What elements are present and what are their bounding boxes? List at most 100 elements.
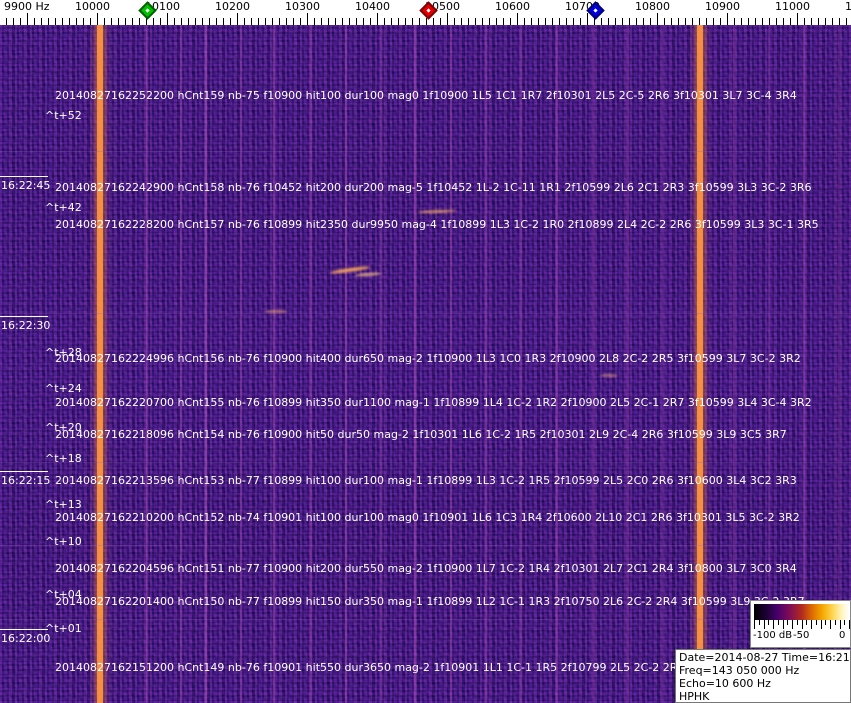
- info-station: HPHK: [679, 690, 710, 703]
- frequency-tick: [720, 18, 721, 25]
- frequency-tick: [447, 13, 448, 25]
- frequency-tick: [657, 13, 658, 25]
- frequency-tick: [342, 18, 343, 25]
- detection-log-row: 20140827162220700 hCnt155 nb-76 f10899 h…: [55, 396, 812, 409]
- frequency-tick: [433, 18, 434, 25]
- frequency-tick: [363, 18, 364, 25]
- detection-log-row: 20140827162201400 hCnt150 nb-77 f10899 h…: [55, 595, 805, 608]
- time-axis-rule: [0, 629, 48, 630]
- frequency-tick-label: 10000: [75, 0, 110, 13]
- frequency-tick: [272, 18, 273, 25]
- time-axis-label: 16:22:15: [1, 474, 51, 487]
- frequency-tick: [97, 13, 98, 25]
- detection-log-row: 20140827162213596 hCnt153 nb-77 f10899 h…: [55, 474, 797, 487]
- info-echo: Echo=10 600 Hz: [679, 677, 771, 690]
- frequency-tick: [13, 18, 14, 25]
- frequency-tick: [811, 18, 812, 25]
- frequency-tick: [741, 18, 742, 25]
- frequency-tick: [377, 13, 378, 25]
- carrier-line: [592, 25, 594, 703]
- carrier-line: [97, 25, 103, 703]
- color-scale-tick: [797, 620, 798, 625]
- detection-log-row: 20140827162252200 hCnt159 nb-75 f10900 h…: [55, 89, 797, 102]
- frequency-tick: [559, 18, 560, 25]
- frequency-tick: [664, 18, 665, 25]
- frequency-tick: [545, 18, 546, 25]
- frequency-tick: [209, 18, 210, 25]
- frequency-tick: [531, 18, 532, 25]
- frequency-tick: [328, 18, 329, 25]
- meteor-echo-trace: [600, 374, 618, 377]
- frequency-tick: [314, 18, 315, 25]
- color-scale-tick: [816, 620, 817, 625]
- frequency-tick: [244, 18, 245, 25]
- frequency-ruler: 9900 Hz 10000 10100 10200 10300 10400 10500 106…: [0, 0, 851, 25]
- color-scale-tick: [835, 620, 836, 625]
- frequency-tick: [797, 13, 798, 25]
- frequency-tick: [440, 18, 441, 25]
- carrier-line: [733, 25, 735, 703]
- frequency-tick-label: 10300: [285, 0, 320, 13]
- detection-log-row: 20140827162210200 hCnt152 nb-74 f10901 h…: [55, 511, 800, 524]
- color-scale-gradient: [754, 604, 849, 620]
- frequency-tick: [412, 18, 413, 25]
- frequency-tick: [482, 18, 483, 25]
- frequency-tick: [27, 13, 28, 25]
- frequency-tick-label: 10900: [705, 0, 740, 13]
- frequency-tick: [90, 18, 91, 25]
- carrier-line: [240, 25, 242, 703]
- frequency-tick: [111, 18, 112, 25]
- detection-log-row: 20140827162151200 hCnt149 nb-76 f10901 h…: [55, 661, 808, 674]
- carrier-line: [627, 25, 629, 703]
- frequency-tick: [678, 18, 679, 25]
- frequency-tick: [573, 18, 574, 25]
- frequency-tick: [132, 18, 133, 25]
- frequency-tick-label: 10200: [215, 0, 250, 13]
- carrier-line: [380, 25, 382, 703]
- detection-time-marker: ^t+20: [45, 421, 82, 434]
- color-scale-tick: [778, 620, 779, 625]
- marker-center-pip: [145, 8, 150, 13]
- frequency-tick: [454, 18, 455, 25]
- color-scale-tick: [764, 620, 765, 629]
- color-scale-tick: [768, 620, 769, 625]
- frequency-tick: [804, 18, 805, 25]
- color-scale-tick: [783, 620, 784, 629]
- frequency-tick: [279, 18, 280, 25]
- detection-log-row: 20140827162218096 hCnt154 nb-76 f10900 h…: [55, 428, 787, 441]
- detection-time-marker: ^t+28: [45, 346, 82, 359]
- frequency-tick: [48, 18, 49, 25]
- frequency-tick: [503, 18, 504, 25]
- frequency-tick: [601, 18, 602, 25]
- frequency-tick: [762, 18, 763, 25]
- frequency-tick: [349, 18, 350, 25]
- spectrogram-canvas[interactable]: 16:22:45 16:22:30 16:22:15 16:22:00 2014082…: [0, 25, 851, 703]
- carrier-line: [768, 25, 770, 703]
- color-scale-tick: [825, 620, 826, 625]
- frequency-tick: [552, 18, 553, 25]
- frequency-tick: [307, 13, 308, 25]
- frequency-tick: [776, 18, 777, 25]
- frequency-tick: [510, 18, 511, 25]
- frequency-tick: [475, 18, 476, 25]
- carrier-line: [485, 25, 487, 703]
- frequency-tick: [650, 18, 651, 25]
- meteor-echo-trace: [265, 310, 287, 313]
- frequency-tick: [188, 18, 189, 25]
- frequency-tick: [216, 18, 217, 25]
- frequency-tick: [566, 18, 567, 25]
- frequency-tick: [587, 13, 588, 25]
- color-scale-bar: -100 dB -50 0: [750, 600, 851, 648]
- frequency-tick: [671, 18, 672, 25]
- color-scale-max-label: 0: [839, 630, 846, 641]
- frequency-tick: [846, 18, 847, 25]
- frequency-tick: [713, 18, 714, 25]
- frequency-tick: [251, 18, 252, 25]
- time-axis-label: 16:22:00: [1, 632, 51, 645]
- detection-log-row: 20140827162204596 hCnt151 nb-77 f10900 h…: [55, 562, 797, 575]
- detection-time-marker: ^t+04: [45, 588, 82, 601]
- scan-seam-line: [0, 619, 851, 620]
- frequency-tick: [405, 18, 406, 25]
- spectrogram-noise-layer: [0, 25, 851, 703]
